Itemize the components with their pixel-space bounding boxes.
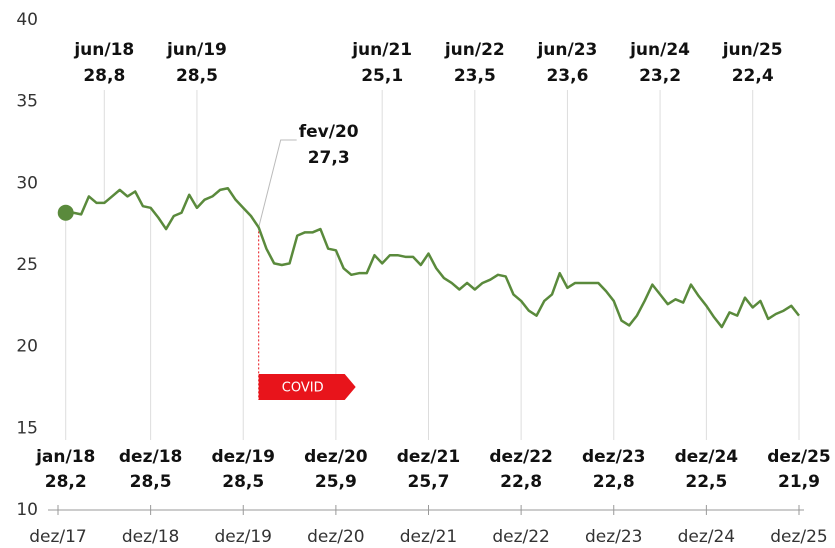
annotation-label: dez/24 bbox=[675, 447, 739, 467]
annotation-label: jan/18 bbox=[35, 447, 95, 467]
y-tick-label: 15 bbox=[16, 418, 38, 438]
y-tick-label: 25 bbox=[16, 255, 38, 275]
annotation-label: jun/24 bbox=[629, 40, 690, 60]
annotation-value: 25,7 bbox=[408, 472, 450, 492]
annotation-label: dez/20 bbox=[304, 447, 368, 467]
annotation-value: 23,5 bbox=[454, 66, 496, 86]
line-series bbox=[65, 186, 800, 329]
annotation-value: 28,2 bbox=[45, 472, 87, 492]
annotation-label: fev/20 bbox=[299, 122, 359, 142]
y-tick-label: 10 bbox=[16, 500, 38, 520]
annotation-value: 22,5 bbox=[685, 472, 727, 492]
annotation-value: 28,5 bbox=[222, 472, 264, 492]
x-tick-label: dez/22 bbox=[492, 527, 550, 547]
annotation-label: jun/23 bbox=[536, 40, 597, 60]
y-tick-label: 20 bbox=[16, 337, 38, 357]
annotation-label: jun/19 bbox=[166, 40, 227, 60]
annotation-value: 28,5 bbox=[130, 472, 172, 492]
annotation-value: 23,6 bbox=[546, 66, 588, 86]
x-tick-label: dez/24 bbox=[678, 527, 736, 547]
start-dot bbox=[57, 204, 74, 221]
x-tick-label: dez/19 bbox=[214, 527, 272, 547]
annotation-label: jun/25 bbox=[722, 40, 783, 60]
x-tick-label: dez/21 bbox=[400, 527, 458, 547]
annotation-label: dez/19 bbox=[212, 447, 275, 467]
x-tick-label: dez/23 bbox=[585, 527, 643, 547]
y-tick-label: 40 bbox=[16, 10, 38, 30]
annotation-value: 21,9 bbox=[778, 472, 820, 492]
annotation-value: 25,1 bbox=[361, 66, 403, 86]
x-tick-label: dez/20 bbox=[307, 527, 365, 547]
annotation-label: jun/21 bbox=[351, 40, 412, 60]
x-tick-label: dez/17 bbox=[29, 527, 87, 547]
annotation-label: jun/22 bbox=[444, 40, 505, 60]
annotation-value: 23,2 bbox=[639, 66, 681, 86]
annotation-label: dez/25 bbox=[767, 447, 830, 467]
annotation-value: 22,8 bbox=[593, 472, 635, 492]
annotation-label: dez/21 bbox=[397, 447, 460, 467]
annotation-label: dez/23 bbox=[582, 447, 645, 467]
annotation-label: jun/18 bbox=[73, 40, 134, 60]
y-tick-label: 35 bbox=[16, 92, 38, 112]
event-label: COVID bbox=[282, 381, 324, 396]
annotation-label: dez/22 bbox=[489, 447, 552, 467]
leader-line bbox=[258, 139, 297, 228]
annotation-value: 28,8 bbox=[83, 66, 125, 86]
x-tick-label: dez/25 bbox=[770, 527, 828, 547]
y-tick-label: 30 bbox=[16, 173, 38, 193]
annotation-value: 27,3 bbox=[308, 148, 350, 168]
annotation-value: 28,5 bbox=[176, 66, 218, 86]
annotation-value: 25,9 bbox=[315, 472, 357, 492]
annotation-label: dez/18 bbox=[119, 447, 182, 467]
annotation-value: 22,8 bbox=[500, 472, 542, 492]
annotation-value: 22,4 bbox=[732, 66, 774, 86]
event-flag bbox=[258, 374, 356, 400]
x-tick-label: dez/18 bbox=[122, 527, 180, 547]
